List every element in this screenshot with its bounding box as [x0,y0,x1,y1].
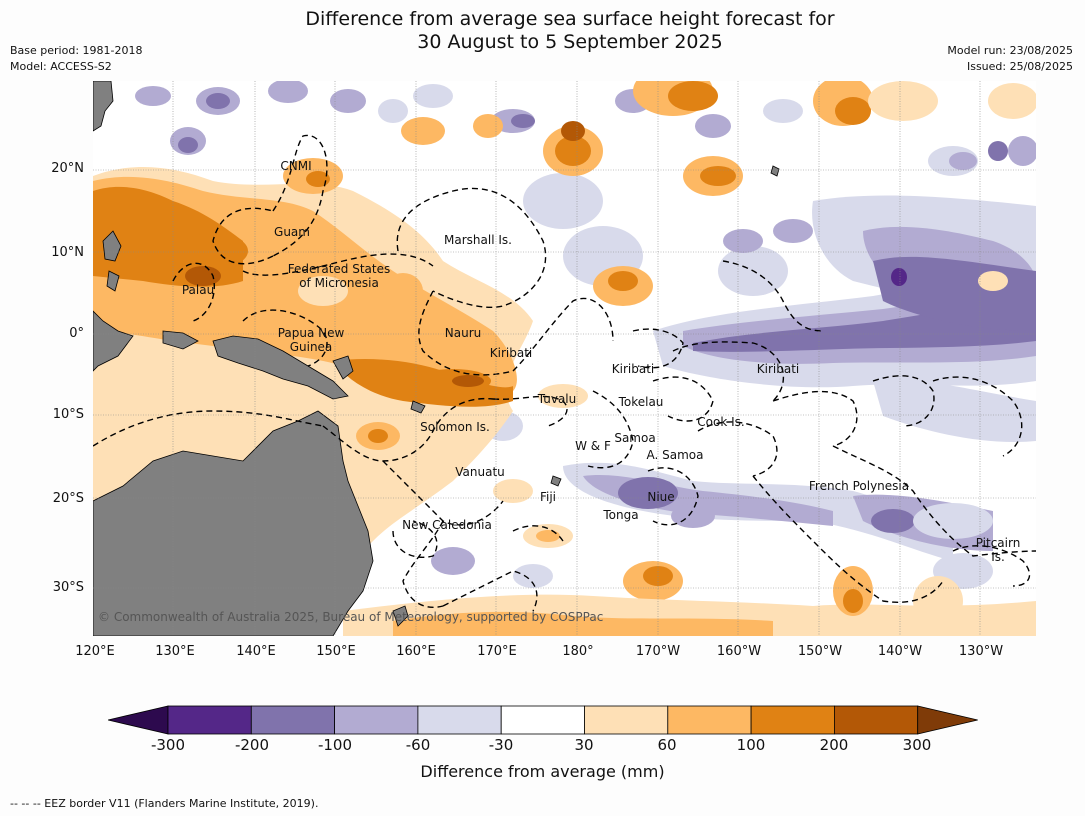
region-label-new-caledonia: New Caledonia [402,518,492,532]
meta-left: Base period: 1981-2018 Model: ACCESS-S2 [10,43,142,75]
lon-tick: 180° [562,644,594,659]
lon-tick: 130°E [155,644,195,659]
model-run: Model run: 23/08/2025 [947,44,1073,57]
hawaii [770,165,780,177]
colorbar-bin [834,705,919,735]
title-line-1: Difference from average sea surface heig… [305,8,835,30]
region-label-guam: Guam [274,225,310,239]
region-label-cook-islands: Cook Is. [697,415,745,429]
region-label-png: Papua New Guinea [277,326,345,354]
new-guinea [212,335,349,400]
title-line-2: 30 August to 5 September 2025 [417,31,723,53]
colorbar-bin [750,705,835,735]
map-area[interactable] [93,81,1036,636]
lat-tick: 20°N [51,161,84,176]
colorbar-tick: 300 [902,736,932,754]
colorbar-bin [250,705,336,735]
new-zealand-north [392,605,409,627]
region-label-tokelau: Tokelau [618,395,664,409]
colorbar-tick: -300 [150,736,186,754]
region-label-kiribati-east: Kiribati [756,362,800,376]
colorbar-bin [584,705,669,735]
lon-tick: 150°E [316,644,356,659]
region-label-fsm: Federated States of Micronesia [287,262,391,290]
region-label-vanuatu: Vanuatu [455,465,505,479]
colorbar-extend-low [108,705,169,735]
philippines [102,230,122,262]
colorbar-tick: -60 [405,736,431,754]
map-title: Difference from average sea surface heig… [0,8,1085,54]
lon-tick: 170°E [477,644,517,659]
colorbar [108,705,978,735]
australia [93,410,374,636]
lon-tick: 130°W [958,644,1004,659]
region-label-marshall-islands: Marshall Is. [444,233,512,247]
region-label-solomon-islands: Solomon Is. [420,420,490,434]
region-label-kiribati-central: Kiribati [611,362,655,376]
region-label-samoa: Samoa [614,431,656,445]
copyright-notice: © Commonwealth of Australia 2025, Bureau… [98,610,604,624]
region-label-tuvalu: Tuvalu [537,392,577,406]
colorbar-label: Difference from average (mm) [420,762,665,781]
colorbar-tick: -100 [317,736,353,754]
colorbar-tick: 60 [657,736,677,754]
region-label-palau: Palau [181,283,215,297]
region-label-french-polynesia: French Polynesia [808,479,910,493]
meta-right: Model run: 23/08/2025 Issued: 25/08/2025 [947,43,1073,75]
colorbar-bin [167,705,252,735]
positive-anomaly-layer [93,81,1036,636]
region-label-pitcairn: Pitcairn Is. [975,536,1021,564]
lon-tick: 160°E [396,644,436,659]
region-label-american-samoa: A. Samoa [646,448,704,462]
lat-tick: 10°N [51,245,84,260]
lon-tick: 140°W [877,644,923,659]
lat-tick: 20°S [52,491,84,506]
eez-borders [93,134,1036,612]
map-svg [93,81,1036,636]
base-period: Base period: 1981-2018 [10,44,143,57]
lat-tick: 30°S [52,580,84,595]
borneo [93,310,134,372]
new-britain [332,355,354,380]
model-name: Model: ACCESS-S2 [10,60,112,73]
lon-tick: 160°W [716,644,762,659]
colorbar-tick: 30 [574,736,594,754]
region-label-wallis-futuna: W & F [575,439,611,453]
colorbar-tick: 100 [736,736,766,754]
colorbar-bin [667,705,752,735]
negative-anomaly-layer [135,81,1036,589]
colorbar-extend-high [917,705,978,735]
colorbar-bin [334,705,419,735]
region-label-fiji: Fiji [539,490,557,504]
lat-tick: 0° [69,326,84,341]
solomon-islands [410,400,426,414]
mindanao [106,270,120,292]
region-label-niue: Niue [647,490,675,504]
lon-tick: 120°E [75,644,115,659]
colorbar-bin [500,705,585,735]
colorbar-bin [417,705,502,735]
lon-tick: 150°W [797,644,843,659]
colorbar-tick: 200 [819,736,849,754]
region-label-tonga: Tonga [603,508,639,522]
issued-date: Issued: 25/08/2025 [966,60,1073,73]
region-label-cnmi: CNMI [280,159,312,173]
graticule [93,81,1036,636]
region-label-kiribati-west: Kiribati [489,346,533,360]
sulawesi [162,330,199,350]
lon-tick: 170°W [635,644,681,659]
lon-tick: 140°E [236,644,276,659]
eez-legend: -- -- -- EEZ border V11 (Flanders Marine… [10,797,319,810]
fiji-islands [550,475,562,487]
lat-tick: 10°S [52,407,84,422]
asia-mainland [93,81,114,132]
land-layer [93,81,780,636]
colorbar-tick: -200 [234,736,270,754]
colorbar-tick: -30 [488,736,514,754]
region-label-nauru: Nauru [444,326,482,340]
